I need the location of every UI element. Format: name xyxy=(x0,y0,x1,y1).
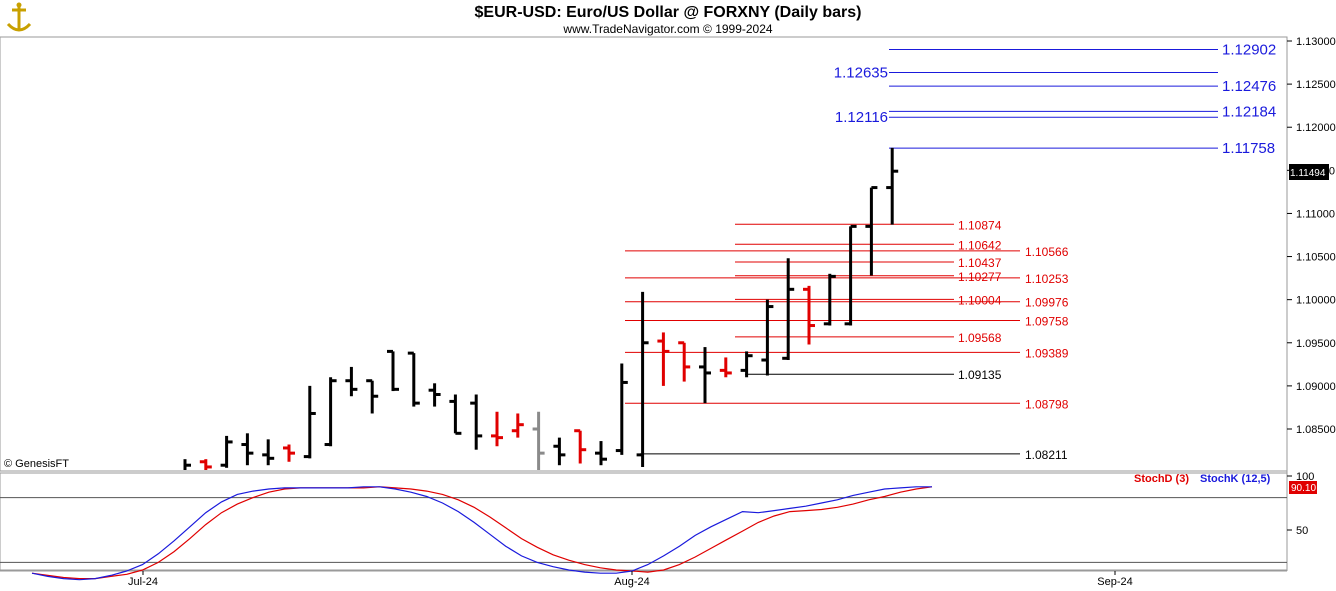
stoch-d-line xyxy=(31,486,933,580)
price-tick-label: 1.13000 xyxy=(1296,36,1336,48)
price-bar xyxy=(844,224,857,326)
price-bar xyxy=(345,366,358,397)
price-tick-label: 1.10500 xyxy=(1296,252,1336,264)
price-axis-ticks: 1.130001.125001.120001.115001.110001.105… xyxy=(1287,36,1336,436)
price-tick-label: 1.08500 xyxy=(1296,424,1336,436)
level-label: 1.09568 xyxy=(958,331,1002,345)
price-bar xyxy=(886,147,899,225)
level-label: 1.10642 xyxy=(958,238,1002,252)
level-label: 1.12116 xyxy=(835,109,888,126)
price-bar xyxy=(595,441,607,466)
price-bar xyxy=(241,433,254,466)
time-tick-label: Jul-24 xyxy=(128,576,158,588)
price-bar xyxy=(761,299,774,376)
price-bar xyxy=(262,439,275,466)
price-bar xyxy=(407,351,420,407)
stochastic-axis-ticks: 100 50 xyxy=(1287,471,1314,537)
price-tick-label: 1.11000 xyxy=(1296,208,1335,220)
level-label: 1.12902 xyxy=(1222,41,1276,58)
price-bar xyxy=(719,357,732,378)
price-bar xyxy=(387,349,399,392)
price-bar xyxy=(428,383,441,407)
price-bar xyxy=(678,341,691,382)
price-bar xyxy=(699,347,711,404)
level-label: 1.09758 xyxy=(1025,315,1069,329)
logo-icon xyxy=(4,2,34,36)
level-lines: 1.12902 1.12635 1.12476 1.12184 1.12116 1.117… xyxy=(625,41,1276,462)
last-price-label: 1.11494 xyxy=(1290,168,1326,179)
legend-stoch-d: StochD (3) xyxy=(1134,473,1189,485)
price-bar xyxy=(449,394,462,435)
price-bar xyxy=(823,273,836,326)
price-tick-label: 1.12500 xyxy=(1296,79,1336,91)
level-label: 1.10277 xyxy=(958,270,1002,284)
price-bar xyxy=(183,459,191,470)
stochastic-lines xyxy=(0,486,1287,581)
level-label: 1.10004 xyxy=(958,293,1002,307)
credit-label: © GenesisFT xyxy=(4,458,69,470)
level-label: 1.09389 xyxy=(1025,346,1069,360)
stoch-pane xyxy=(0,472,1288,571)
level-label: 1.09976 xyxy=(1025,296,1069,310)
level-label: 1.12635 xyxy=(834,64,888,81)
price-bars xyxy=(183,147,899,470)
price-bar xyxy=(657,332,670,386)
price-bar xyxy=(532,411,545,470)
legend-stoch-k: StochK (12,5) xyxy=(1200,473,1271,485)
level-label: 1.10566 xyxy=(1025,245,1069,259)
price-tick-label: 1.09000 xyxy=(1296,381,1336,393)
level-label: 1.10253 xyxy=(1025,272,1069,286)
price-bar xyxy=(740,351,753,378)
price-bar xyxy=(782,258,795,361)
price-bar xyxy=(511,413,524,438)
price-bar xyxy=(636,291,649,467)
stoch-tick-label: 50 xyxy=(1296,525,1308,537)
level-label: 1.11758 xyxy=(1222,140,1275,157)
price-bar xyxy=(303,385,316,459)
time-tick-label: Aug-24 xyxy=(614,576,649,588)
price-bar xyxy=(220,435,233,468)
level-label: 1.09135 xyxy=(958,368,1002,382)
price-bar xyxy=(366,379,379,414)
level-label: 1.08211 xyxy=(1025,448,1068,462)
price-bar xyxy=(574,429,587,464)
time-axis-labels: Jul-24 Aug-24 Sep-24 xyxy=(128,571,1133,588)
level-label: 1.10437 xyxy=(958,256,1002,270)
price-bar xyxy=(803,285,815,345)
price-bar xyxy=(865,186,878,276)
price-bar xyxy=(553,437,566,466)
stoch-last-marker: 90.10 xyxy=(1289,481,1317,494)
last-price-marker: 1.11494 xyxy=(1289,164,1329,180)
price-bar xyxy=(470,394,483,450)
price-bar xyxy=(283,444,295,462)
stoch-tick-label: 100 xyxy=(1296,471,1314,483)
level-label: 1.12184 xyxy=(1222,103,1276,120)
price-bar xyxy=(324,377,337,447)
stoch-k-line xyxy=(31,486,932,581)
chart-subtitle: www.TradeNavigator.com © 1999-2024 xyxy=(562,22,772,36)
price-bar xyxy=(491,411,503,447)
price-tick-label: 1.12000 xyxy=(1296,122,1336,134)
price-bar xyxy=(199,459,212,470)
time-tick-label: Sep-24 xyxy=(1097,576,1132,588)
chart-title: $EUR-USD: Euro/US Dollar @ FORXNY (Daily… xyxy=(475,4,862,21)
level-label: 1.12476 xyxy=(1222,78,1276,95)
price-tick-label: 1.10000 xyxy=(1296,295,1336,307)
stoch-last-label: 90.10 xyxy=(1291,483,1316,494)
price-bar xyxy=(615,363,628,455)
price-tick-label: 1.09500 xyxy=(1296,338,1336,350)
level-label: 1.08798 xyxy=(1025,397,1069,411)
level-label: 1.10874 xyxy=(958,218,1002,232)
